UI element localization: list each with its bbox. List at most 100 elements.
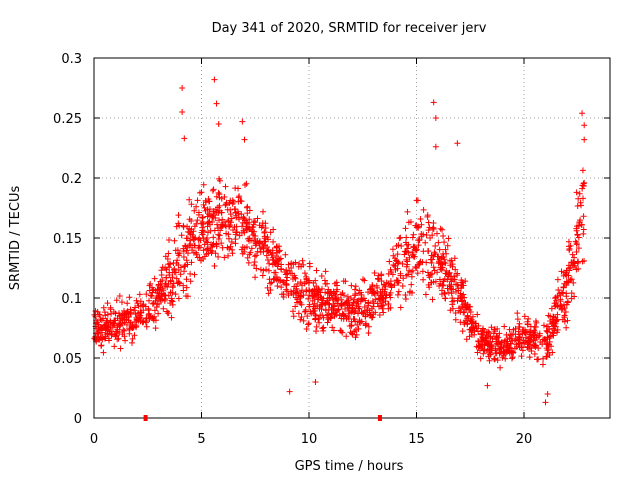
data-point xyxy=(550,325,557,332)
data-point xyxy=(573,189,580,196)
data-point xyxy=(369,314,376,321)
data-point xyxy=(175,212,182,219)
data-point xyxy=(319,312,326,319)
data-point xyxy=(547,333,554,340)
data-point xyxy=(463,315,470,322)
data-point xyxy=(202,207,209,214)
data-point xyxy=(313,323,320,330)
data-point xyxy=(469,313,476,320)
data-point xyxy=(394,251,401,258)
data-point xyxy=(514,316,521,323)
data-point xyxy=(554,316,561,323)
data-point xyxy=(449,261,456,268)
data-point xyxy=(172,247,179,254)
data-point xyxy=(571,260,578,267)
data-point xyxy=(264,256,271,263)
data-point xyxy=(251,236,258,243)
data-point xyxy=(151,275,158,282)
data-point xyxy=(242,182,249,189)
y-tick-label: 0.05 xyxy=(53,352,82,367)
data-point xyxy=(131,307,138,314)
data-point xyxy=(475,328,482,335)
data-point xyxy=(191,271,198,278)
data-point xyxy=(403,248,410,255)
data-point xyxy=(417,215,424,222)
data-point xyxy=(569,251,576,258)
x-tick-label: 5 xyxy=(197,432,205,447)
data-point xyxy=(374,289,381,296)
data-point xyxy=(486,357,493,364)
data-point xyxy=(269,250,276,257)
data-point xyxy=(278,266,285,273)
data-point xyxy=(566,247,573,254)
data-point xyxy=(565,278,572,285)
data-point xyxy=(102,327,109,334)
data-point xyxy=(179,85,186,91)
data-point xyxy=(303,287,310,294)
data-point xyxy=(517,339,524,346)
data-point xyxy=(344,304,351,311)
data-point xyxy=(575,245,582,252)
data-point xyxy=(470,324,477,331)
data-point xyxy=(436,282,443,289)
data-point xyxy=(215,121,222,127)
data-point xyxy=(94,321,101,328)
data-point xyxy=(266,276,273,283)
data-point xyxy=(442,246,449,253)
data-point xyxy=(505,347,512,354)
data-point xyxy=(306,263,313,270)
data-point xyxy=(155,289,162,296)
data-point xyxy=(126,294,133,301)
data-point xyxy=(540,355,547,362)
data-point xyxy=(544,328,551,335)
data-point xyxy=(556,290,563,297)
data-point xyxy=(290,261,297,268)
data-point xyxy=(408,273,415,280)
data-point xyxy=(137,309,144,316)
data-point xyxy=(257,249,264,256)
data-point xyxy=(352,327,359,334)
data-point xyxy=(227,206,234,213)
data-point xyxy=(145,307,152,314)
data-point xyxy=(183,257,190,264)
data-point xyxy=(459,328,466,335)
data-point xyxy=(161,292,168,299)
data-point xyxy=(432,143,439,150)
data-point xyxy=(494,357,501,364)
data-point xyxy=(189,231,196,238)
data-point xyxy=(124,300,131,307)
data-point xyxy=(173,223,180,230)
data-point xyxy=(509,337,516,344)
data-point xyxy=(579,167,586,174)
data-point xyxy=(479,336,486,343)
data-point xyxy=(270,257,277,264)
data-point xyxy=(210,234,217,241)
data-point xyxy=(427,279,434,286)
data-point xyxy=(567,242,574,249)
data-point xyxy=(126,325,133,332)
data-point xyxy=(204,229,211,236)
data-point xyxy=(289,276,296,283)
data-point xyxy=(365,323,372,330)
data-point xyxy=(508,355,515,362)
data-point xyxy=(568,295,575,302)
data-point xyxy=(419,268,426,275)
data-point xyxy=(195,211,202,218)
data-point xyxy=(344,293,351,300)
data-point xyxy=(239,223,246,230)
data-point xyxy=(122,337,129,344)
data-point xyxy=(521,313,528,320)
data-point xyxy=(527,329,534,336)
data-point xyxy=(532,324,539,331)
data-point xyxy=(120,326,127,333)
data-point xyxy=(543,354,550,361)
data-point xyxy=(177,271,184,278)
data-point xyxy=(401,251,408,258)
data-point xyxy=(456,305,463,312)
data-point xyxy=(388,284,395,291)
data-point xyxy=(301,308,308,315)
data-point xyxy=(157,297,164,304)
chart-title: Day 341 of 2020, SRMTID for receiver jer… xyxy=(212,21,487,36)
data-point xyxy=(536,330,543,337)
data-point xyxy=(225,252,232,259)
